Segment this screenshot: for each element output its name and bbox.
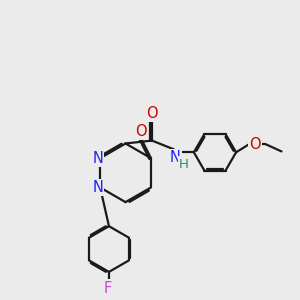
Text: N: N	[170, 150, 181, 165]
Text: O: O	[135, 124, 146, 139]
Text: F: F	[103, 280, 112, 296]
Text: N: N	[92, 151, 103, 166]
Text: O: O	[146, 106, 158, 121]
Text: O: O	[249, 136, 260, 152]
Text: H: H	[179, 158, 189, 170]
Text: N: N	[92, 180, 103, 195]
